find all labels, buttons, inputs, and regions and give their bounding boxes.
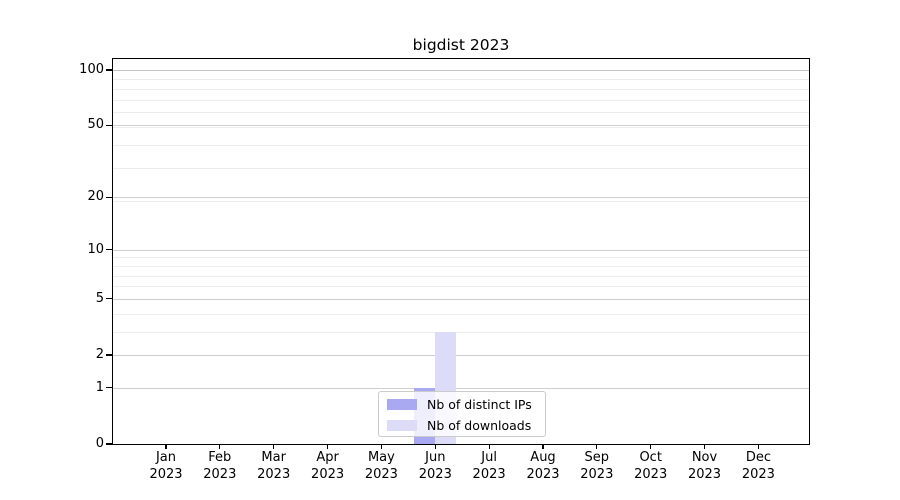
chart-title: bigdist 2023 [412,36,510,54]
legend-swatch-icon [387,399,417,410]
minor-gridline [113,201,809,203]
x-tick [326,444,329,449]
y-tick-label: 100 [79,62,104,77]
minor-gridline [113,265,809,267]
major-gridline [113,298,809,300]
x-tick-label: May 2023 [349,450,413,483]
plot-area [112,58,810,445]
x-tick-month: Sep [584,450,610,465]
major-gridline [113,387,809,389]
y-tick-label: 50 [87,117,104,133]
x-tick-year: 2023 [418,466,452,482]
x-tick [703,444,706,449]
minor-gridline [113,127,809,128]
y-tick [106,354,113,356]
y-tick [106,69,113,71]
x-tick-year: 2023 [311,466,345,482]
x-tick [434,444,436,449]
x-tick [596,444,598,449]
minor-gridline [113,112,809,114]
x-tick-label: Nov 2023 [673,450,737,483]
x-tick-label: Feb 2023 [188,450,252,483]
y-tick [106,249,113,251]
x-tick-label: Aug 2023 [511,450,575,483]
major-gridline [113,197,809,199]
x-tick-year: 2023 [687,466,722,482]
legend-label: Nb of distinct IPs [427,397,532,412]
x-tick-month: Feb [208,450,232,465]
x-tick-month: Dec [745,450,771,465]
minor-gridline [113,286,809,288]
x-tick [542,444,544,449]
x-tick-month: May [367,450,395,465]
major-gridline [113,70,809,71]
x-tick [757,444,759,449]
x-tick-month: Mar [261,450,286,465]
x-tick-month: Aug [530,450,556,465]
minor-gridline [113,313,809,315]
x-tick-year: 2023 [634,466,668,482]
y-tick-label: 0 [95,436,104,451]
x-tick-label: Sep 2023 [565,450,629,483]
legend-swatch-icon [387,420,417,431]
x-tick-year: 2023 [203,466,237,482]
x-tick-label: Mar 2023 [242,450,306,483]
y-tick [106,387,113,389]
minor-gridline [113,145,809,147]
x-tick-label: Jun 2023 [403,450,467,483]
x-tick-month: Jun [425,450,446,465]
x-tick-month: Oct [639,450,662,465]
x-tick-year: 2023 [580,466,614,482]
minor-gridline [113,88,809,90]
x-tick-year: 2023 [472,466,506,482]
x-tick-month: Jan [155,450,177,465]
y-tick [106,196,113,198]
minor-gridline [113,331,809,333]
x-tick-month: Apr [316,450,339,465]
major-gridline [113,355,809,356]
x-tick-label: Oct 2023 [619,450,683,483]
x-tick [165,444,167,449]
legend-label: Nb of downloads [427,418,532,433]
minor-gridline [113,99,809,101]
y-tick-label: 2 [95,347,104,362]
x-tick-label: Jan 2023 [134,450,198,483]
x-tick-year: 2023 [149,466,183,482]
y-tick [106,298,113,300]
minor-gridline [113,275,809,277]
x-tick-year: 2023 [741,466,775,482]
x-tick-label: Apr 2023 [296,450,360,483]
x-tick [219,444,221,449]
legend: Nb of distinct IPs Nb of downloads [378,391,546,437]
minor-gridline [113,257,809,259]
x-tick-year: 2023 [257,466,291,482]
x-tick [273,444,275,449]
x-tick-year: 2023 [526,466,560,482]
x-tick-year: 2023 [364,466,398,482]
x-tick-label: Jul 2023 [457,450,521,483]
minor-gridline [113,79,809,81]
minor-gridline [113,168,809,170]
x-tick-month: Nov [691,450,718,465]
y-tick-label: 20 [87,189,104,205]
y-tick [106,443,113,445]
x-tick [650,444,652,449]
y-tick-label: 1 [95,379,104,395]
x-tick [488,444,490,449]
major-gridline [113,249,809,251]
y-tick-label: 5 [95,290,104,306]
x-tick-month: Jul [481,450,497,465]
major-gridline [113,125,809,127]
x-tick [380,444,382,449]
y-tick-label: 10 [87,241,104,257]
legend-item-1: Nb of downloads [387,415,537,436]
legend-item-0: Nb of distinct IPs [387,394,537,415]
x-tick-label: Dec 2023 [726,450,790,483]
y-tick [106,124,113,126]
